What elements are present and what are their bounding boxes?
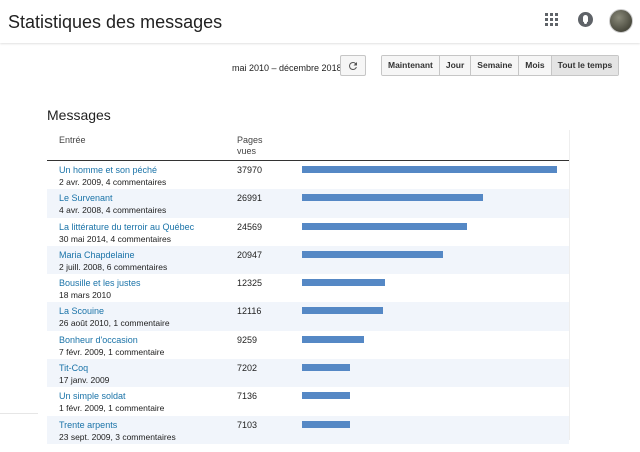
post-title-link[interactable]: Maria Chapdelaine xyxy=(59,249,135,260)
bell-icon xyxy=(583,15,588,22)
post-meta: 30 mai 2014, 4 commentaires xyxy=(59,233,171,244)
post-meta: 1 févr. 2009, 1 commentaire xyxy=(59,403,165,414)
page-views-count: 20947 xyxy=(237,249,263,260)
post-meta: 2 juill. 2008, 6 commentaires xyxy=(59,261,168,272)
page-views-count: 7136 xyxy=(237,391,258,402)
views-bar xyxy=(302,420,350,428)
divider xyxy=(569,130,570,440)
page-views-count: 9259 xyxy=(237,334,258,345)
column-header-entry: Entrée xyxy=(59,135,86,145)
section-title: Messages xyxy=(47,107,111,123)
table-row: Tit-Coq 17 janv. 2009 7202 xyxy=(47,359,569,388)
views-bar xyxy=(302,166,557,173)
period-selector: Maintenant Jour Semaine Mois Tout le tem… xyxy=(381,55,620,76)
post-meta: 17 janv. 2009 xyxy=(59,375,110,386)
post-meta: 4 avr. 2008, 4 commentaires xyxy=(59,205,167,216)
table-row: Maria Chapdelaine 2 juill. 2008, 6 commen… xyxy=(47,245,569,275)
views-bar xyxy=(302,279,385,287)
post-title-link[interactable]: Un simple soldat xyxy=(59,391,126,402)
divider xyxy=(0,413,38,414)
page-views-count: 26991 xyxy=(237,193,263,204)
table-row: La littérature du terroir au Québec 30 ma… xyxy=(47,218,569,246)
period-month-button[interactable]: Mois xyxy=(519,56,552,75)
refresh-icon xyxy=(349,61,357,70)
views-bar xyxy=(302,222,467,230)
table-row: Le Survenant 4 avr. 2008, 4 commentaires 2… xyxy=(47,189,569,218)
post-title-link[interactable]: La Scouine xyxy=(59,306,105,317)
apps-grid-icon[interactable] xyxy=(545,13,558,26)
views-bar xyxy=(302,307,383,315)
page-views-count: 12116 xyxy=(237,306,262,317)
views-bar xyxy=(302,194,483,202)
page-views-count: 12325 xyxy=(237,278,263,289)
post-meta: 2 avr. 2009, 4 commentaires xyxy=(59,177,167,187)
period-now-button[interactable]: Maintenant xyxy=(382,56,440,75)
table-row: Trente arpents 23 sept. 2009, 3 commentai… xyxy=(47,415,569,444)
post-meta: 26 août 2010, 1 commentaire xyxy=(59,318,170,329)
table-row: Un simple soldat 1 févr. 2009, 1 commenta… xyxy=(47,387,569,415)
page-views-count: 37970 xyxy=(237,165,263,175)
messages-table: Entrée Pages vues Un homme et son péché 2… xyxy=(47,130,569,444)
table-row: Bousille et les justes 18 mars 2010 12325 xyxy=(47,274,569,302)
table-row: Un homme et son péché 2 avr. 2009, 4 comm… xyxy=(47,161,569,189)
post-title-link[interactable]: Un homme et son péché xyxy=(59,165,158,175)
period-day-button[interactable]: Jour xyxy=(439,56,472,75)
post-title-link[interactable]: La littérature du terroir au Québec xyxy=(59,221,195,232)
post-title-link[interactable]: Trente arpents xyxy=(59,419,118,430)
column-header-views: Pages vues xyxy=(237,135,263,156)
notifications-icon[interactable] xyxy=(578,12,593,27)
post-meta: 23 sept. 2009, 3 commentaires xyxy=(59,431,176,442)
date-range: mai 2010 – décembre 2018 xyxy=(232,63,342,73)
post-meta: 18 mars 2010 xyxy=(59,290,111,301)
post-title-link[interactable]: Bonheur d'occasion xyxy=(59,334,138,345)
post-title-link[interactable]: Tit-Coq xyxy=(59,363,89,374)
views-bar xyxy=(302,392,350,400)
app-header: Statistiques des messages xyxy=(0,0,640,43)
table-header: Entrée Pages vues xyxy=(47,130,569,161)
table-row: Bonheur d'occasion 7 févr. 2009, 1 commen… xyxy=(47,331,569,359)
views-bar xyxy=(302,250,443,258)
views-bar xyxy=(302,364,350,372)
page-views-count: 7103 xyxy=(237,419,258,430)
period-week-button[interactable]: Semaine xyxy=(471,56,520,75)
post-title-link[interactable]: Bousille et les justes xyxy=(59,278,141,289)
avatar[interactable] xyxy=(609,9,633,33)
period-all-time-button[interactable]: Tout le temps xyxy=(551,56,619,75)
post-meta: 7 févr. 2009, 1 commentaire xyxy=(59,346,165,357)
refresh-button[interactable] xyxy=(340,55,366,76)
page-title: Statistiques des messages xyxy=(8,12,223,32)
table-row: La Scouine 26 août 2010, 1 commentaire 121… xyxy=(47,302,569,331)
post-title-link[interactable]: Le Survenant xyxy=(59,193,113,204)
views-bar xyxy=(302,335,364,343)
page-views-count: 7202 xyxy=(237,363,258,374)
page-views-count: 24569 xyxy=(237,221,263,232)
